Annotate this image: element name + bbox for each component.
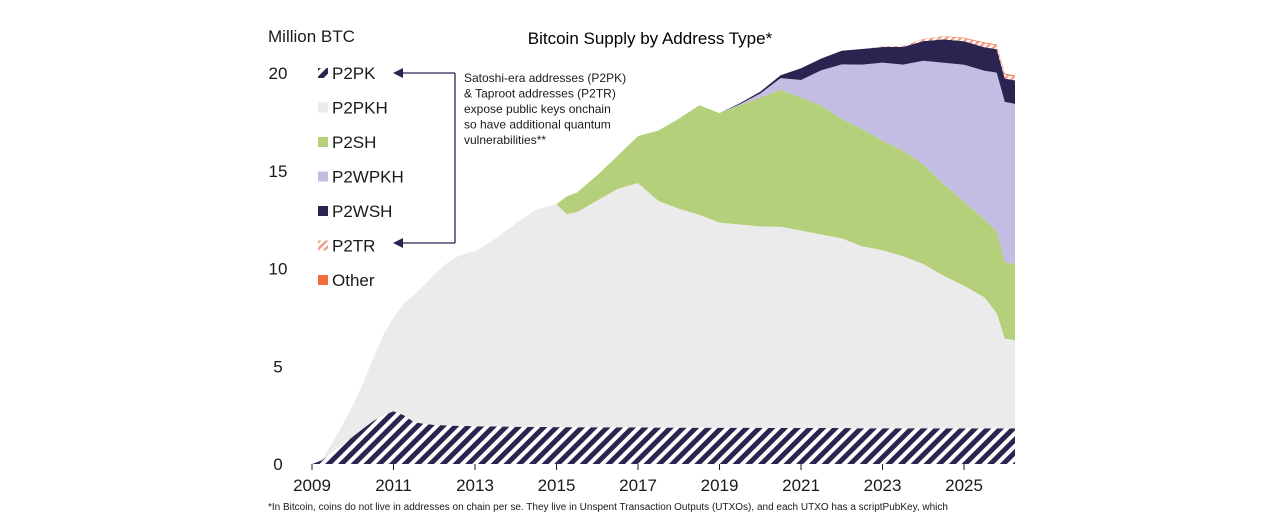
chart-title: Bitcoin Supply by Address Type* — [528, 29, 773, 48]
legend-swatch — [318, 137, 328, 147]
area-p2wpkh — [312, 60, 1015, 464]
legend-item-p2sh: P2SH — [318, 133, 376, 152]
legend-swatch — [318, 275, 328, 285]
legend-label: P2WSH — [332, 202, 392, 221]
legend-swatch — [318, 171, 328, 182]
x-tick-label: 2013 — [456, 476, 494, 495]
legend-item-other: Other — [318, 271, 375, 290]
legend-item-p2pk: P2PK — [318, 64, 376, 83]
footnote: *In Bitcoin, coins do not live in addres… — [268, 502, 948, 512]
arrowhead-p2pk — [393, 68, 403, 78]
x-axis: 2009 2011 2013 2015 2017 2019 2021 2023 2025 — [293, 464, 983, 495]
legend-label: Other — [332, 271, 375, 290]
x-tick-label: 2017 — [619, 476, 657, 495]
area-p2sh — [312, 89, 1015, 465]
legend-item-p2wpkh: P2WPKH — [318, 168, 404, 187]
x-tick-label: 2023 — [864, 476, 902, 495]
legend-swatch — [318, 206, 328, 216]
y-axis: 0 5 10 15 20 — [269, 64, 288, 474]
area-p2pkh — [312, 183, 1015, 464]
x-tick-label: 2025 — [945, 476, 983, 495]
y-tick-label: 5 — [273, 357, 282, 376]
legend-item-p2tr: P2TR — [318, 237, 375, 256]
area-layers — [312, 36, 1015, 465]
area-p2pk — [312, 411, 1015, 464]
annotation-line: so have additional quantum — [464, 118, 611, 132]
y-tick-label: 20 — [269, 64, 288, 83]
legend-swatch — [318, 68, 328, 78]
y-axis-label: Million BTC — [268, 27, 355, 46]
annotation: Satoshi-era addresses (P2PK) & Taproot ad… — [393, 68, 626, 248]
annotation-text: Satoshi-era addresses (P2PK) & Taproot ad… — [464, 71, 626, 147]
legend-label: P2SH — [332, 133, 376, 152]
y-tick-label: 0 — [273, 455, 282, 474]
x-tick-label: 2011 — [375, 476, 412, 495]
legend-label: P2TR — [332, 237, 375, 256]
x-tick-label: 2021 — [782, 476, 820, 495]
legend-swatch — [318, 102, 328, 113]
x-tick-label: 2009 — [293, 476, 331, 495]
legend: P2PK P2PKH P2SH P2WPKH P2WSH P2TR Other — [318, 64, 404, 290]
y-tick-label: 15 — [269, 162, 288, 181]
legend-swatch — [318, 240, 328, 251]
x-tick-label: 2015 — [538, 476, 576, 495]
legend-label: P2PKH — [332, 99, 388, 118]
x-tick-label: 2019 — [701, 476, 739, 495]
annotation-line: vulnerabilities** — [464, 133, 546, 147]
annotation-line: & Taproot addresses (P2TR) — [464, 87, 616, 101]
legend-label: P2WPKH — [332, 168, 404, 187]
annotation-line: Satoshi-era addresses (P2PK) — [464, 71, 626, 85]
arrowhead-p2tr — [393, 238, 403, 248]
annotation-line: expose public keys onchain — [464, 102, 611, 116]
legend-item-p2pkh: P2PKH — [318, 99, 388, 118]
legend-item-p2wsh: P2WSH — [318, 202, 392, 221]
y-tick-label: 10 — [269, 260, 288, 279]
legend-label: P2PK — [332, 64, 376, 83]
